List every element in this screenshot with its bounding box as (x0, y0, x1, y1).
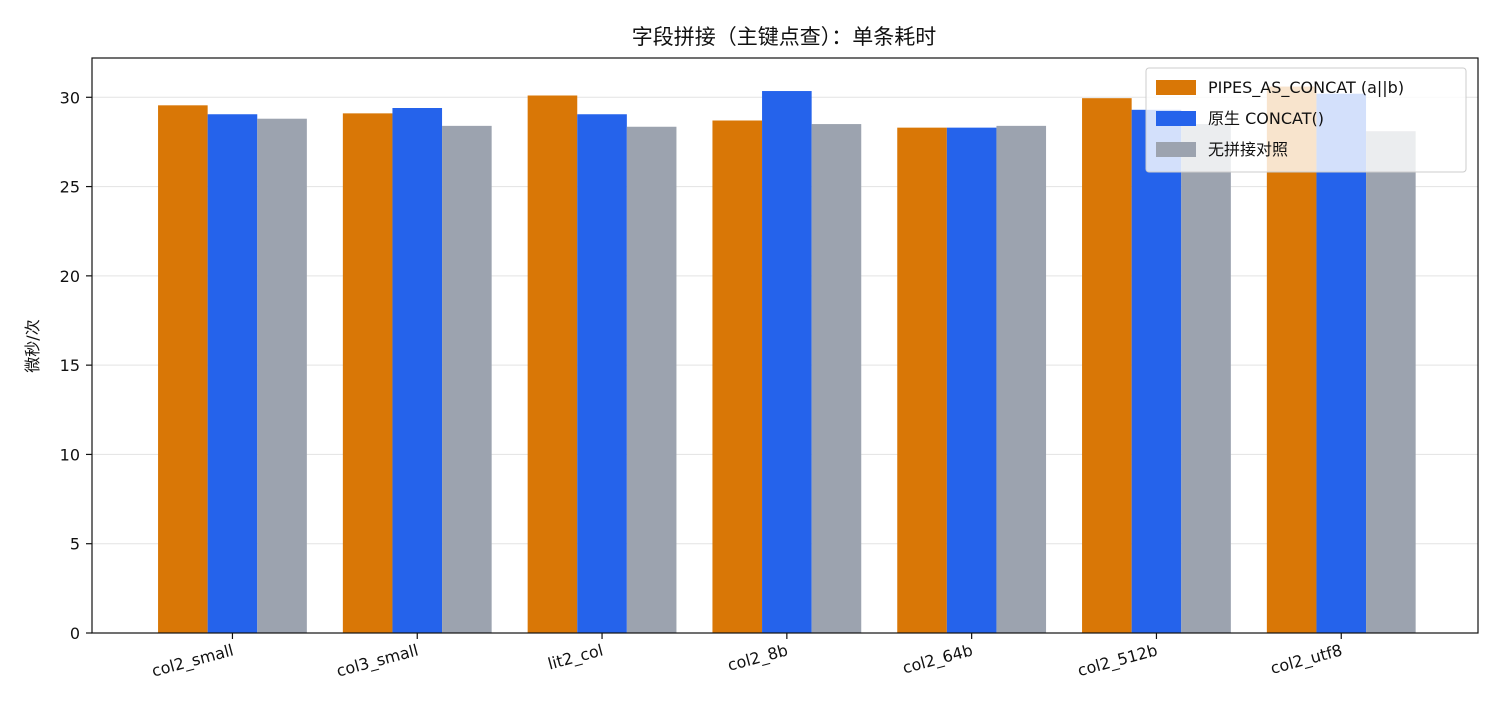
bar-col3_small-2 (442, 125, 492, 634)
bar-col2_64b-0 (897, 127, 947, 633)
bar-col2_small-2 (257, 118, 307, 633)
x-tick-label: col2_small (150, 641, 236, 682)
y-tick-label: 15 (60, 356, 80, 375)
bar-col2_64b-2 (996, 125, 1047, 634)
y-tick-label: 30 (60, 88, 80, 107)
x-tick-label: col2_512b (1075, 641, 1159, 682)
legend-label-0: PIPES_AS_CONCAT (a||b) (1208, 78, 1404, 98)
bar-lit2_col-2 (626, 126, 677, 633)
bar-col3_small-1 (392, 108, 443, 633)
bar-col2_small-0 (158, 105, 208, 633)
bar-col2_utf8-1 (1316, 93, 1367, 633)
legend-box (1145, 67, 1467, 173)
bar-col2_512b-2 (1181, 124, 1231, 633)
legend-swatch-0 (1156, 80, 1196, 95)
x-tick-label: col2_64b (900, 641, 974, 679)
x-tick-label: col2_8b (726, 641, 791, 676)
bar-col2_small-1 (207, 114, 258, 633)
legend: PIPES_AS_CONCAT (a||b) 原生 CONCAT() 无拼接对照 (1145, 67, 1467, 173)
bar-lit2_col-1 (577, 114, 627, 633)
legend-swatch-1 (1156, 111, 1196, 126)
chart-title: 字段拼接（主键点查）：单条耗时 (632, 25, 937, 49)
bar-col2_8b-0 (712, 120, 763, 633)
legend-swatch-2 (1156, 142, 1196, 157)
y-axis-label: 微秒/次 (23, 319, 42, 372)
bar-col2_512b-0 (1082, 98, 1132, 634)
bar-lit2_col-0 (527, 95, 578, 633)
legend-label-1: 原生 CONCAT() (1208, 109, 1324, 128)
bar-col2_8b-1 (762, 91, 812, 634)
plot-frame (91, 57, 1479, 634)
y-tick-label: 10 (60, 445, 80, 464)
y-tick-label: 0 (70, 624, 80, 643)
y-tick-label: 5 (70, 535, 80, 554)
bar-col2_512b-1 (1131, 109, 1182, 634)
bar-col2_8b-2 (811, 124, 862, 633)
y-tick-label: 20 (60, 267, 80, 286)
bar-col2_64b-1 (946, 127, 997, 633)
bar-col3_small-0 (342, 113, 393, 634)
bar-col2_utf8-2 (1366, 131, 1416, 633)
legend-label-2: 无拼接对照 (1208, 140, 1288, 159)
bars (158, 86, 1416, 634)
y-tick-label: 25 (60, 178, 80, 197)
x-tick-label: col2_utf8 (1268, 641, 1344, 679)
x-tick-label: lit2_col (546, 641, 606, 675)
x-tick-label: col3_small (334, 641, 420, 682)
bar-col2_utf8-0 (1266, 86, 1317, 633)
